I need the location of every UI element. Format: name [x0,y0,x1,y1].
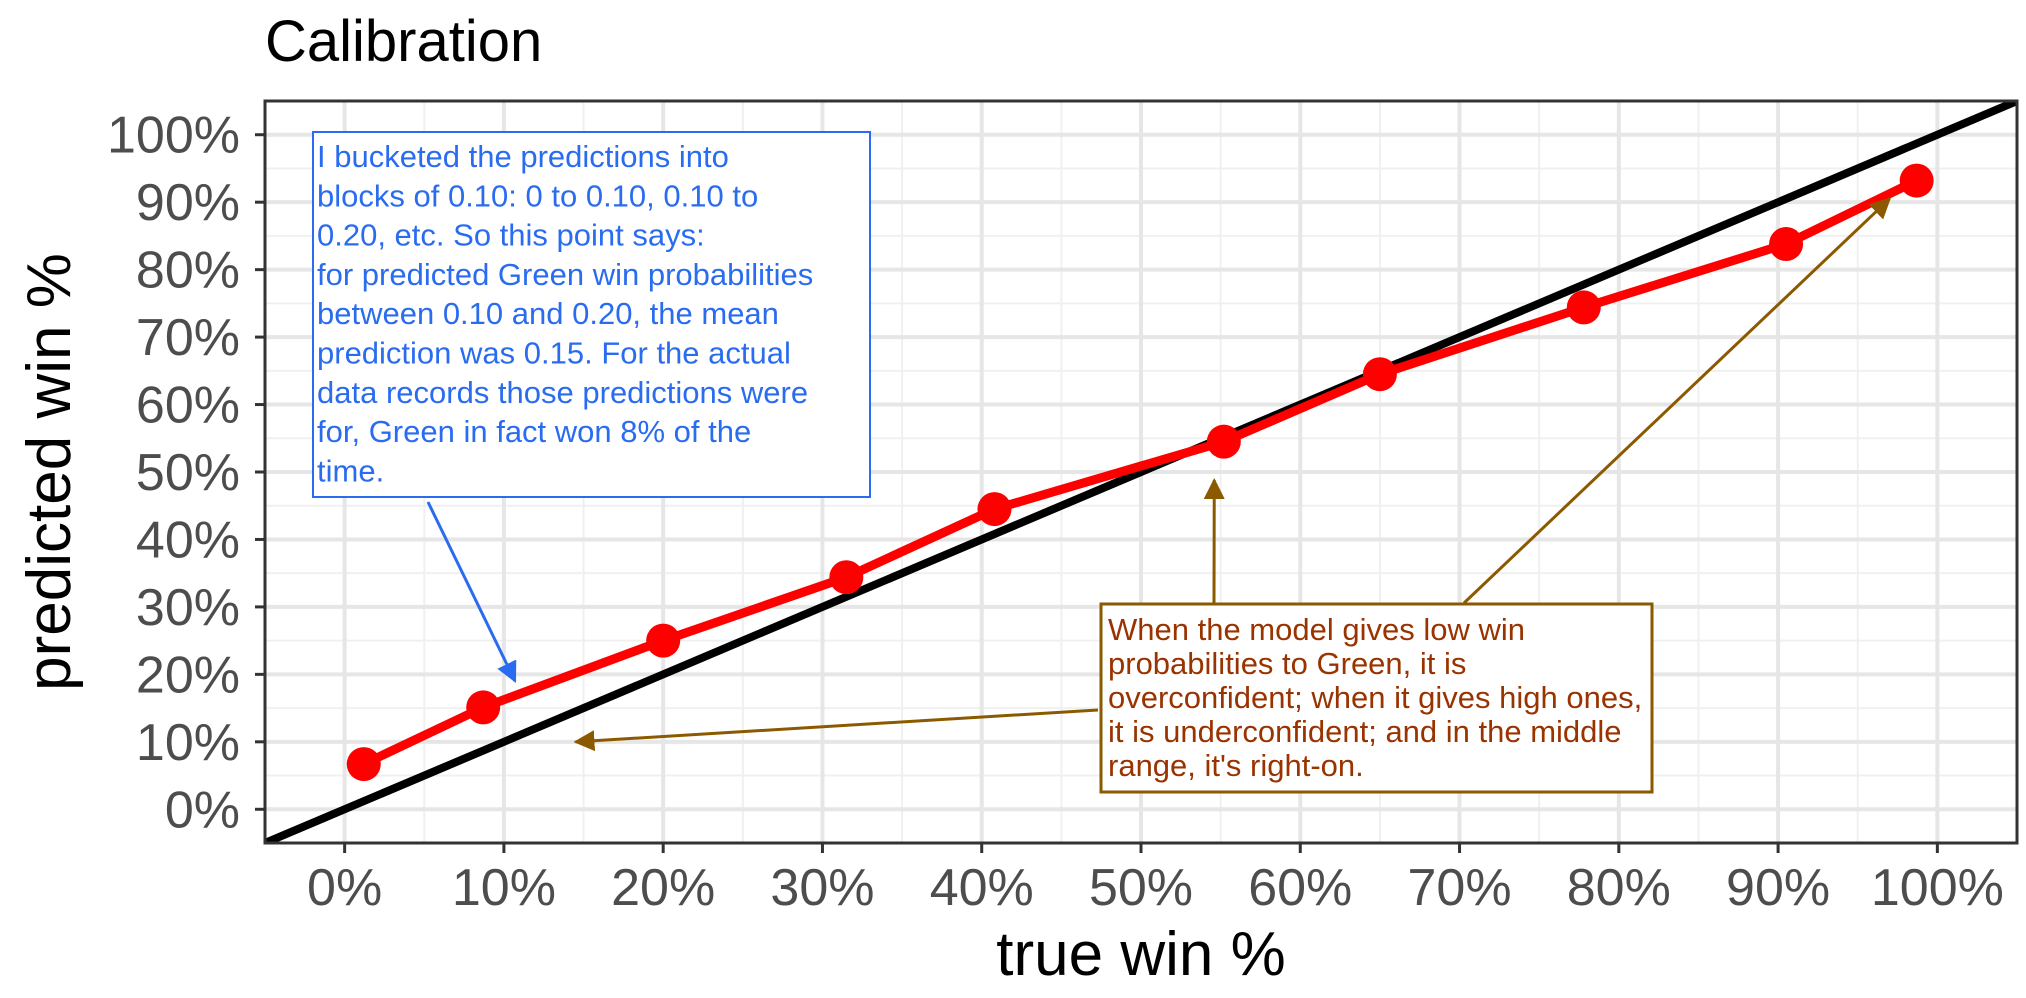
data-point [1362,357,1397,392]
annotation-text: data records those predictions were [317,375,808,410]
x-tick-label: 0% [307,859,382,917]
annotation-text: it is underconfident; and in the middle [1108,714,1622,749]
annotation-text: blocks of 0.10: 0 to 0.10, 0.10 to [317,178,758,213]
annotation-text: between 0.10 and 0.20, the mean [317,296,779,331]
y-tick-label: 50% [136,444,240,502]
x-tick-label: 50% [1089,859,1193,917]
diagonal-reference-line [265,101,2017,843]
annotation-arrow [573,708,1099,752]
annotation-text: 0.20, etc. So this point says: [317,218,705,253]
y-tick-label: 0% [165,781,240,839]
annotation-box [1099,602,1654,794]
reference-diagonal [265,101,2017,843]
x-tick-label: 20% [611,859,715,917]
annotation-text: I bucketed the predictions into [317,139,729,174]
annotation-text: probabilities to Green, it is [1108,646,1466,681]
x-tick-label: 40% [930,859,1034,917]
calibration-series [346,163,1934,782]
x-tick-label: 90% [1726,859,1830,917]
data-point [1206,424,1241,459]
chart-title: Calibration [265,9,542,74]
data-point [466,690,501,725]
x-tick-label: 80% [1567,859,1671,917]
y-tick-label: 30% [136,579,240,637]
x-tick-label: 60% [1248,859,1352,917]
x-axis-title: true win % [996,920,1285,989]
data-point [346,747,381,782]
annotation-text: overconfident; when it gives high ones, [1108,680,1642,715]
y-axis-ticks: 0% 10% 20% 30% 40% 50% 60% 70% 80% 90% 100% [107,107,265,839]
annotation-text: time. [317,453,384,488]
y-tick-label: 90% [136,174,240,232]
data-point [977,492,1012,527]
y-tick-label: 10% [136,714,240,772]
annotation-box [312,131,871,498]
x-tick-label: 70% [1408,859,1512,917]
y-tick-label: 70% [136,309,240,367]
annotation-text: prediction was 0.15. For the actual [317,336,791,371]
x-tick-label: 10% [452,859,556,917]
y-tick-label: 80% [136,242,240,300]
y-tick-label: 20% [136,646,240,704]
series-line [361,176,1919,769]
annotations: I bucketed the predictions into blocks of… [312,131,1892,794]
annotation-arrow [1462,197,1892,605]
y-tick-label: 40% [136,511,240,569]
data-point [829,560,864,595]
data-point [1566,290,1601,325]
annotation-text: for predicted Green win probabilities [317,257,813,292]
annotation-text: range, it's right-on. [1108,748,1364,783]
x-axis-ticks: 0% 10% 20% 30% 40% 50% 60% 70% 80% 90% 100% [307,843,2004,917]
y-tick-label: 100% [107,107,240,165]
annotation-arrow [426,501,517,683]
data-point [646,623,681,658]
annotation-text: for, Green in fact won 8% of the [317,414,751,449]
data-point [1899,163,1934,198]
annotation-text: When the model gives low win [1108,612,1525,647]
x-tick-label: 30% [770,859,874,917]
data-point [1769,227,1804,262]
y-axis-title: predicted win % [15,253,84,691]
y-tick-label: 60% [136,377,240,435]
x-tick-label: 100% [1871,859,2004,917]
